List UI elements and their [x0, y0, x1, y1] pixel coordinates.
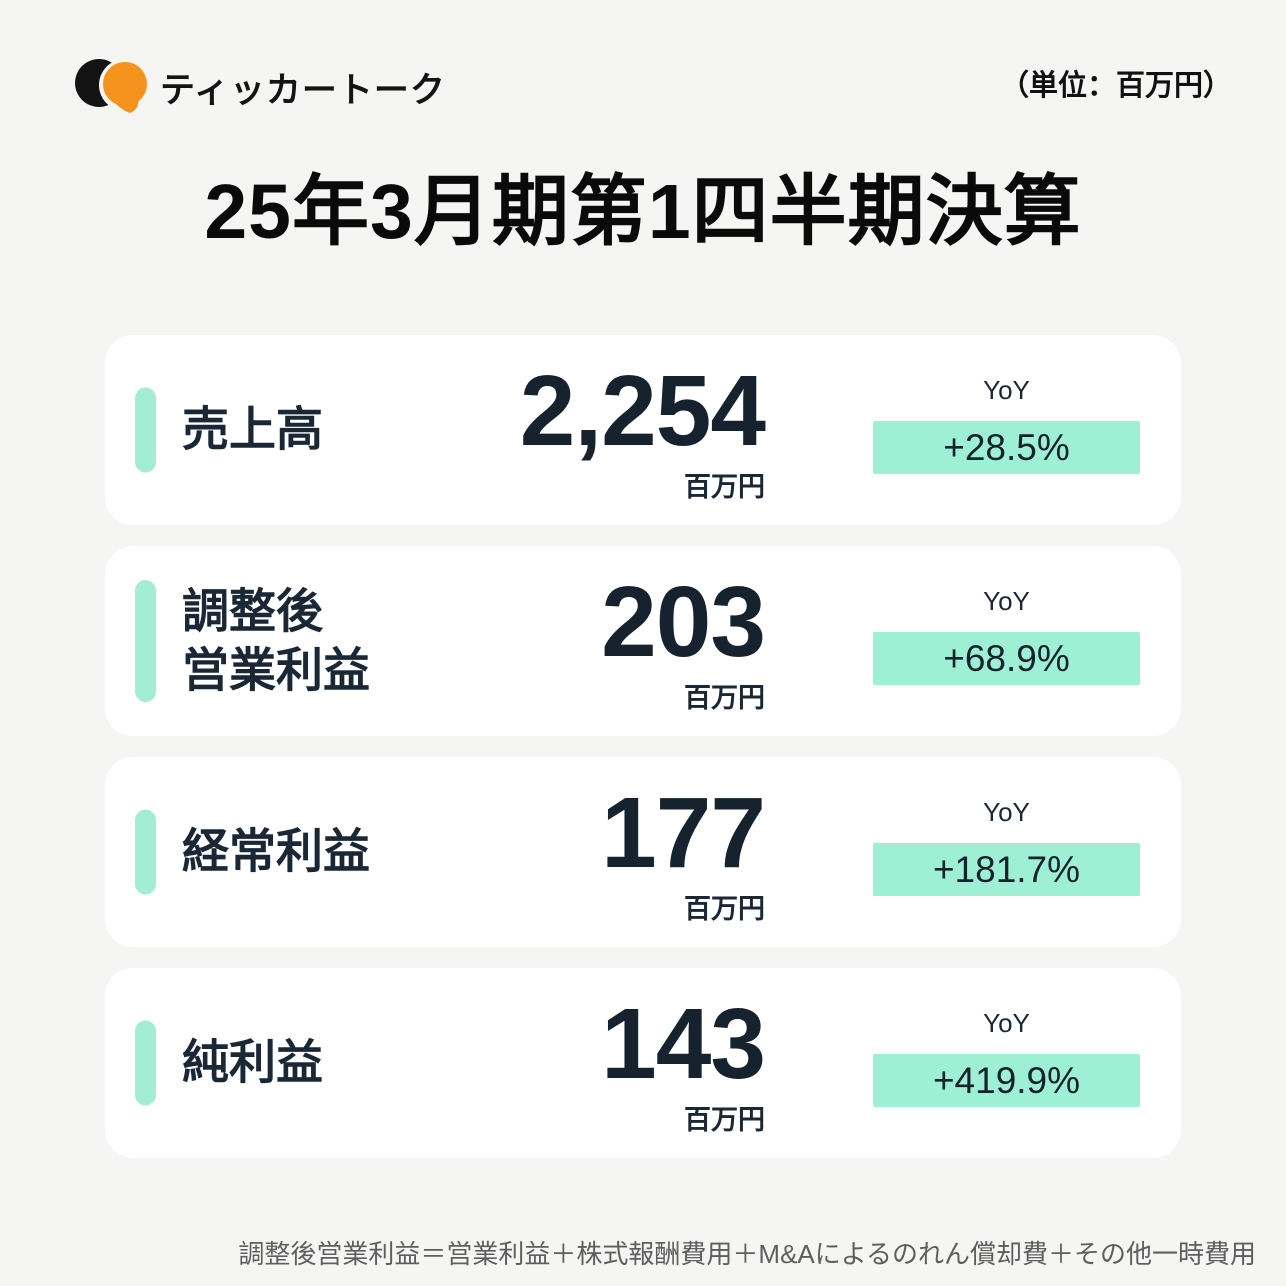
yoy-label: YoY	[983, 375, 1030, 405]
yoy-badge: +181.7%	[873, 843, 1140, 896]
metric-label: 純利益	[182, 1035, 323, 1089]
page-title: 25年3月期第1四半期決算	[204, 169, 1082, 255]
kpi-card-net-profit: 純利益 143 百万円 YoY +419.9%	[105, 968, 1181, 1158]
yoy-label: YoY	[983, 797, 1030, 827]
metric-value-block: 177 百万円	[465, 777, 766, 926]
kpi-card-ordinary-profit: 経常利益 177 百万円 YoY +181.7%	[105, 757, 1181, 947]
kpi-card-revenue: 売上高 2,254 百万円 YoY +28.5%	[105, 335, 1181, 525]
brand-logo: ティッカートーク	[74, 54, 446, 121]
chat-bubbles-icon	[74, 54, 151, 121]
metric-value: 177	[601, 777, 766, 889]
metric-unit: 百万円	[684, 472, 765, 502]
yoy-block: YoY +68.9%	[873, 586, 1140, 685]
yoy-label: YoY	[983, 586, 1030, 616]
footnote: 調整後営業利益＝営業利益＋株式報酬費用＋M&Aによるのれん償却費＋その他一時費用	[238, 1239, 1256, 1269]
brand-name: ティッカートーク	[160, 71, 446, 110]
metric-value-block: 203 百万円	[465, 566, 766, 715]
metric-label: 経常利益	[182, 824, 370, 878]
yoy-block: YoY +28.5%	[873, 375, 1140, 474]
metric-value: 143	[601, 988, 766, 1100]
metric-unit: 百万円	[684, 894, 765, 924]
metric-label: 売上高	[182, 402, 323, 456]
metric-value-block: 143 百万円	[465, 988, 766, 1137]
yoy-badge: +28.5%	[873, 421, 1140, 474]
metric-label: 調整後 営業利益	[182, 584, 370, 696]
yoy-label: YoY	[983, 1008, 1030, 1038]
yoy-badge: +68.9%	[873, 632, 1140, 685]
metric-value-block: 2,254 百万円	[465, 355, 766, 504]
metric-unit: 百万円	[684, 683, 765, 713]
metric-value: 203	[601, 566, 766, 678]
yoy-badge: +419.9%	[873, 1054, 1140, 1107]
yoy-block: YoY +181.7%	[873, 797, 1140, 896]
unit-note: （単位：百万円）	[999, 70, 1232, 102]
accent-bar	[135, 809, 156, 895]
metric-value: 2,254	[519, 355, 766, 467]
metric-unit: 百万円	[684, 1105, 765, 1135]
kpi-card-list: 売上高 2,254 百万円 YoY +28.5% 調整後 営業利益 203 百万…	[105, 335, 1181, 1158]
accent-bar	[135, 387, 156, 473]
yoy-block: YoY +419.9%	[873, 1008, 1140, 1107]
kpi-card-adjusted-operating-profit: 調整後 営業利益 203 百万円 YoY +68.9%	[105, 546, 1181, 736]
accent-bar	[135, 1020, 156, 1106]
accent-bar	[135, 580, 156, 702]
